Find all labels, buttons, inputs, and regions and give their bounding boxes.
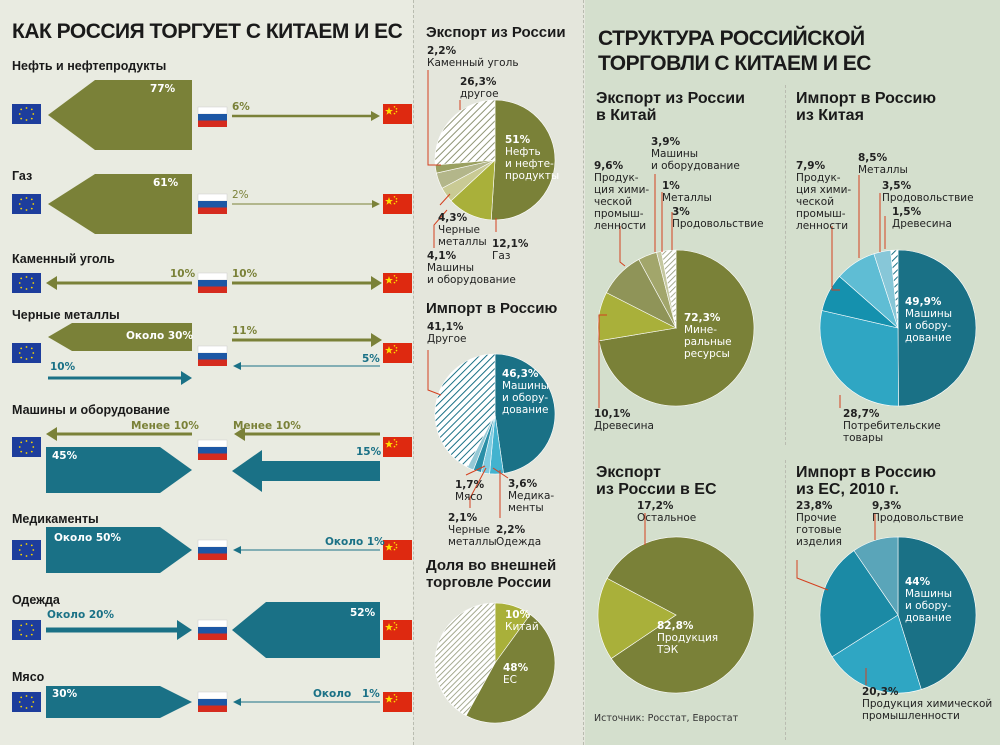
meds-cn-import: Около 1% xyxy=(325,536,385,548)
p1-food-label: 3% Продовольствие xyxy=(672,206,764,230)
export-pie-slice-0 xyxy=(490,99,556,221)
import-clothes-label: 2,2% Одежда xyxy=(496,524,542,548)
p1-min-label: 72,3% Мине-ральные ресурсы xyxy=(684,312,732,360)
coal-eu-value: 10% xyxy=(170,268,196,280)
p4-title-2: из ЕС, 2010 г. xyxy=(796,481,899,498)
machines-cn-value: Менее 10% xyxy=(233,420,301,432)
import-pie-slice-5 xyxy=(434,353,496,468)
metals-eu-import: 10% xyxy=(50,361,76,373)
row-label-oil: Нефть и нефтепродукты xyxy=(12,59,167,73)
p3-tek-label: 82,8% Продукция ТЭК xyxy=(657,620,719,656)
divider-4 xyxy=(785,460,786,740)
right-title-1: СТРУКТУРА РОССИЙСКОЙ xyxy=(598,27,865,50)
p2-chem-label: 7,9% Продук-ция хими-ческой промыш-ленност… xyxy=(796,160,852,232)
import-meds-label: 3,6% Медика-менты xyxy=(508,478,555,514)
meat-eu-import: 30% xyxy=(52,688,78,700)
p4-pie-slice-1 xyxy=(831,614,922,694)
p2-mach-label: 49,9% Машины и обору-дование xyxy=(905,296,953,344)
right-title-2: ТОРГОВЛИ С КИТАЕМ И ЕС xyxy=(598,52,871,75)
export-coal-label: 2,2% Каменный уголь xyxy=(427,45,519,69)
p1-wood-label: 10,1% Древесина xyxy=(594,408,654,432)
meds-eu-import: Около 50% xyxy=(54,532,121,544)
p1-title-1: Экспорт из России xyxy=(596,90,745,107)
row-label-machines: Машины и оборудование xyxy=(12,403,170,417)
mid-export-title: Экспорт из России xyxy=(426,24,566,41)
p3-pie-slice-1 xyxy=(597,577,677,659)
import-machines-label: 46,3% Машины и обору-дование xyxy=(502,368,550,416)
metals-cn-import: 5% xyxy=(362,353,380,365)
share-china-label: 10% Китай xyxy=(505,609,539,633)
p1-pie-slice-5 xyxy=(661,249,677,329)
metals-cn-value: 11% xyxy=(232,325,258,337)
export-pie-slice-5 xyxy=(434,99,496,166)
p2-pie-slice-0 xyxy=(897,249,977,407)
trade-arrows xyxy=(12,80,412,718)
p3-other-label: 17,2% Остальное xyxy=(637,500,697,524)
p1-mach-label: 3,9% Машины и оборудование xyxy=(651,136,740,172)
p1-metals-label: 1% Металлы xyxy=(662,180,712,204)
oil-eu-value: 77% xyxy=(150,83,176,95)
row-label-coal: Каменный уголь xyxy=(12,252,115,266)
p2-cons-label: 28,7% Потребительские товары xyxy=(843,408,941,444)
metals-eu-value: Около 30% xyxy=(126,330,193,342)
p1-title-2: в Китай xyxy=(596,107,657,124)
p3-pie-slice-0 xyxy=(606,536,755,694)
row-label-meat: Мясо xyxy=(12,670,45,684)
row-label-clothes: Одежда xyxy=(12,593,60,607)
clothes-cn-import: 52% xyxy=(350,607,376,619)
machines-eu-value: Менее 10% xyxy=(131,420,199,432)
machines-cn-import: 15% xyxy=(356,446,382,458)
export-metals-label: 4,3% Черные металлы xyxy=(438,212,487,248)
row-label-gas: Газ xyxy=(12,169,33,183)
p3-title-2: из России в ЕС xyxy=(596,481,717,498)
share-eu-label: 48% ЕС xyxy=(503,662,529,686)
gas-cn-value: 2% xyxy=(232,189,249,201)
p2-metals-label: 8,5% Металлы xyxy=(858,152,908,176)
gas-eu-value: 61% xyxy=(153,177,179,189)
coal-cn-value: 10% xyxy=(232,268,258,280)
mid-import-title: Импорт в Россию xyxy=(426,300,558,317)
p4-chem-label: 20,3% Продукция химической промышленности xyxy=(862,686,993,722)
p2-title-2: из Китая xyxy=(796,107,864,124)
p4-other-label: 23,8% Прочие готовые изделия xyxy=(796,500,842,548)
p4-pie-slice-2 xyxy=(819,550,899,658)
meat-cn-import-text: Около xyxy=(313,688,352,700)
p4-title-1: Импорт в Россию xyxy=(796,464,937,481)
row-label-meds: Медикаменты xyxy=(12,512,99,526)
export-oil-label: 51% Нефть и нефте-продукты xyxy=(505,134,560,182)
p2-food-label: 3,5% Продовольствие xyxy=(882,180,974,204)
p4-food-label: 9,3% Продовольствие xyxy=(872,500,964,524)
source-note: Источник: Росстат, Евростат xyxy=(594,713,739,724)
oil-cn-value: 6% xyxy=(232,101,250,113)
divider-1 xyxy=(413,0,414,745)
p1-chem-label: 9,6% Продук-ция хими-ческой промыш-ленност… xyxy=(594,160,650,232)
p4-pie-slice-0 xyxy=(897,536,977,690)
import-other-label: 41,1% Другое xyxy=(427,321,467,345)
meat-cn-import-pct: 1% xyxy=(362,688,380,700)
share-pie-slice-2 xyxy=(434,602,496,716)
p3-title-1: Экспорт xyxy=(596,464,661,481)
import-metals-label: 2,1% Черные металлы xyxy=(448,512,497,548)
p4-mach-label: 44% Машины и обору-дование xyxy=(905,576,953,624)
export-other-label: 26,3% другое xyxy=(460,76,499,100)
divider-3 xyxy=(785,85,786,445)
divider-2 xyxy=(583,0,584,745)
p4-pie-slice-3 xyxy=(853,536,899,616)
p2-pie-slice-1 xyxy=(819,310,899,407)
share-pie-slice-1 xyxy=(465,614,556,724)
p2-title-1: Импорт в Россию xyxy=(796,90,937,107)
mid-share-title: Доля во внешней торговле России xyxy=(426,557,557,591)
left-title: КАК РОССИЯ ТОРГУЕТ С КИТАЕМ И ЕС xyxy=(12,20,403,43)
import-meat-label: 1,7% Мясо xyxy=(455,479,485,503)
import-pie-slice-0 xyxy=(494,353,556,474)
export-machines-label: 4,1% Машины и оборудование xyxy=(427,250,516,286)
p2-pie-slice-5 xyxy=(890,249,899,329)
row-label-metals: Черные металлы xyxy=(12,308,120,322)
clothes-eu-import: Около 20% xyxy=(47,609,114,621)
p2-wood-label: 1,5% Древесина xyxy=(892,206,952,230)
export-gas-label: 12,1% Газ xyxy=(492,238,529,262)
machines-eu-import: 45% xyxy=(52,450,78,462)
